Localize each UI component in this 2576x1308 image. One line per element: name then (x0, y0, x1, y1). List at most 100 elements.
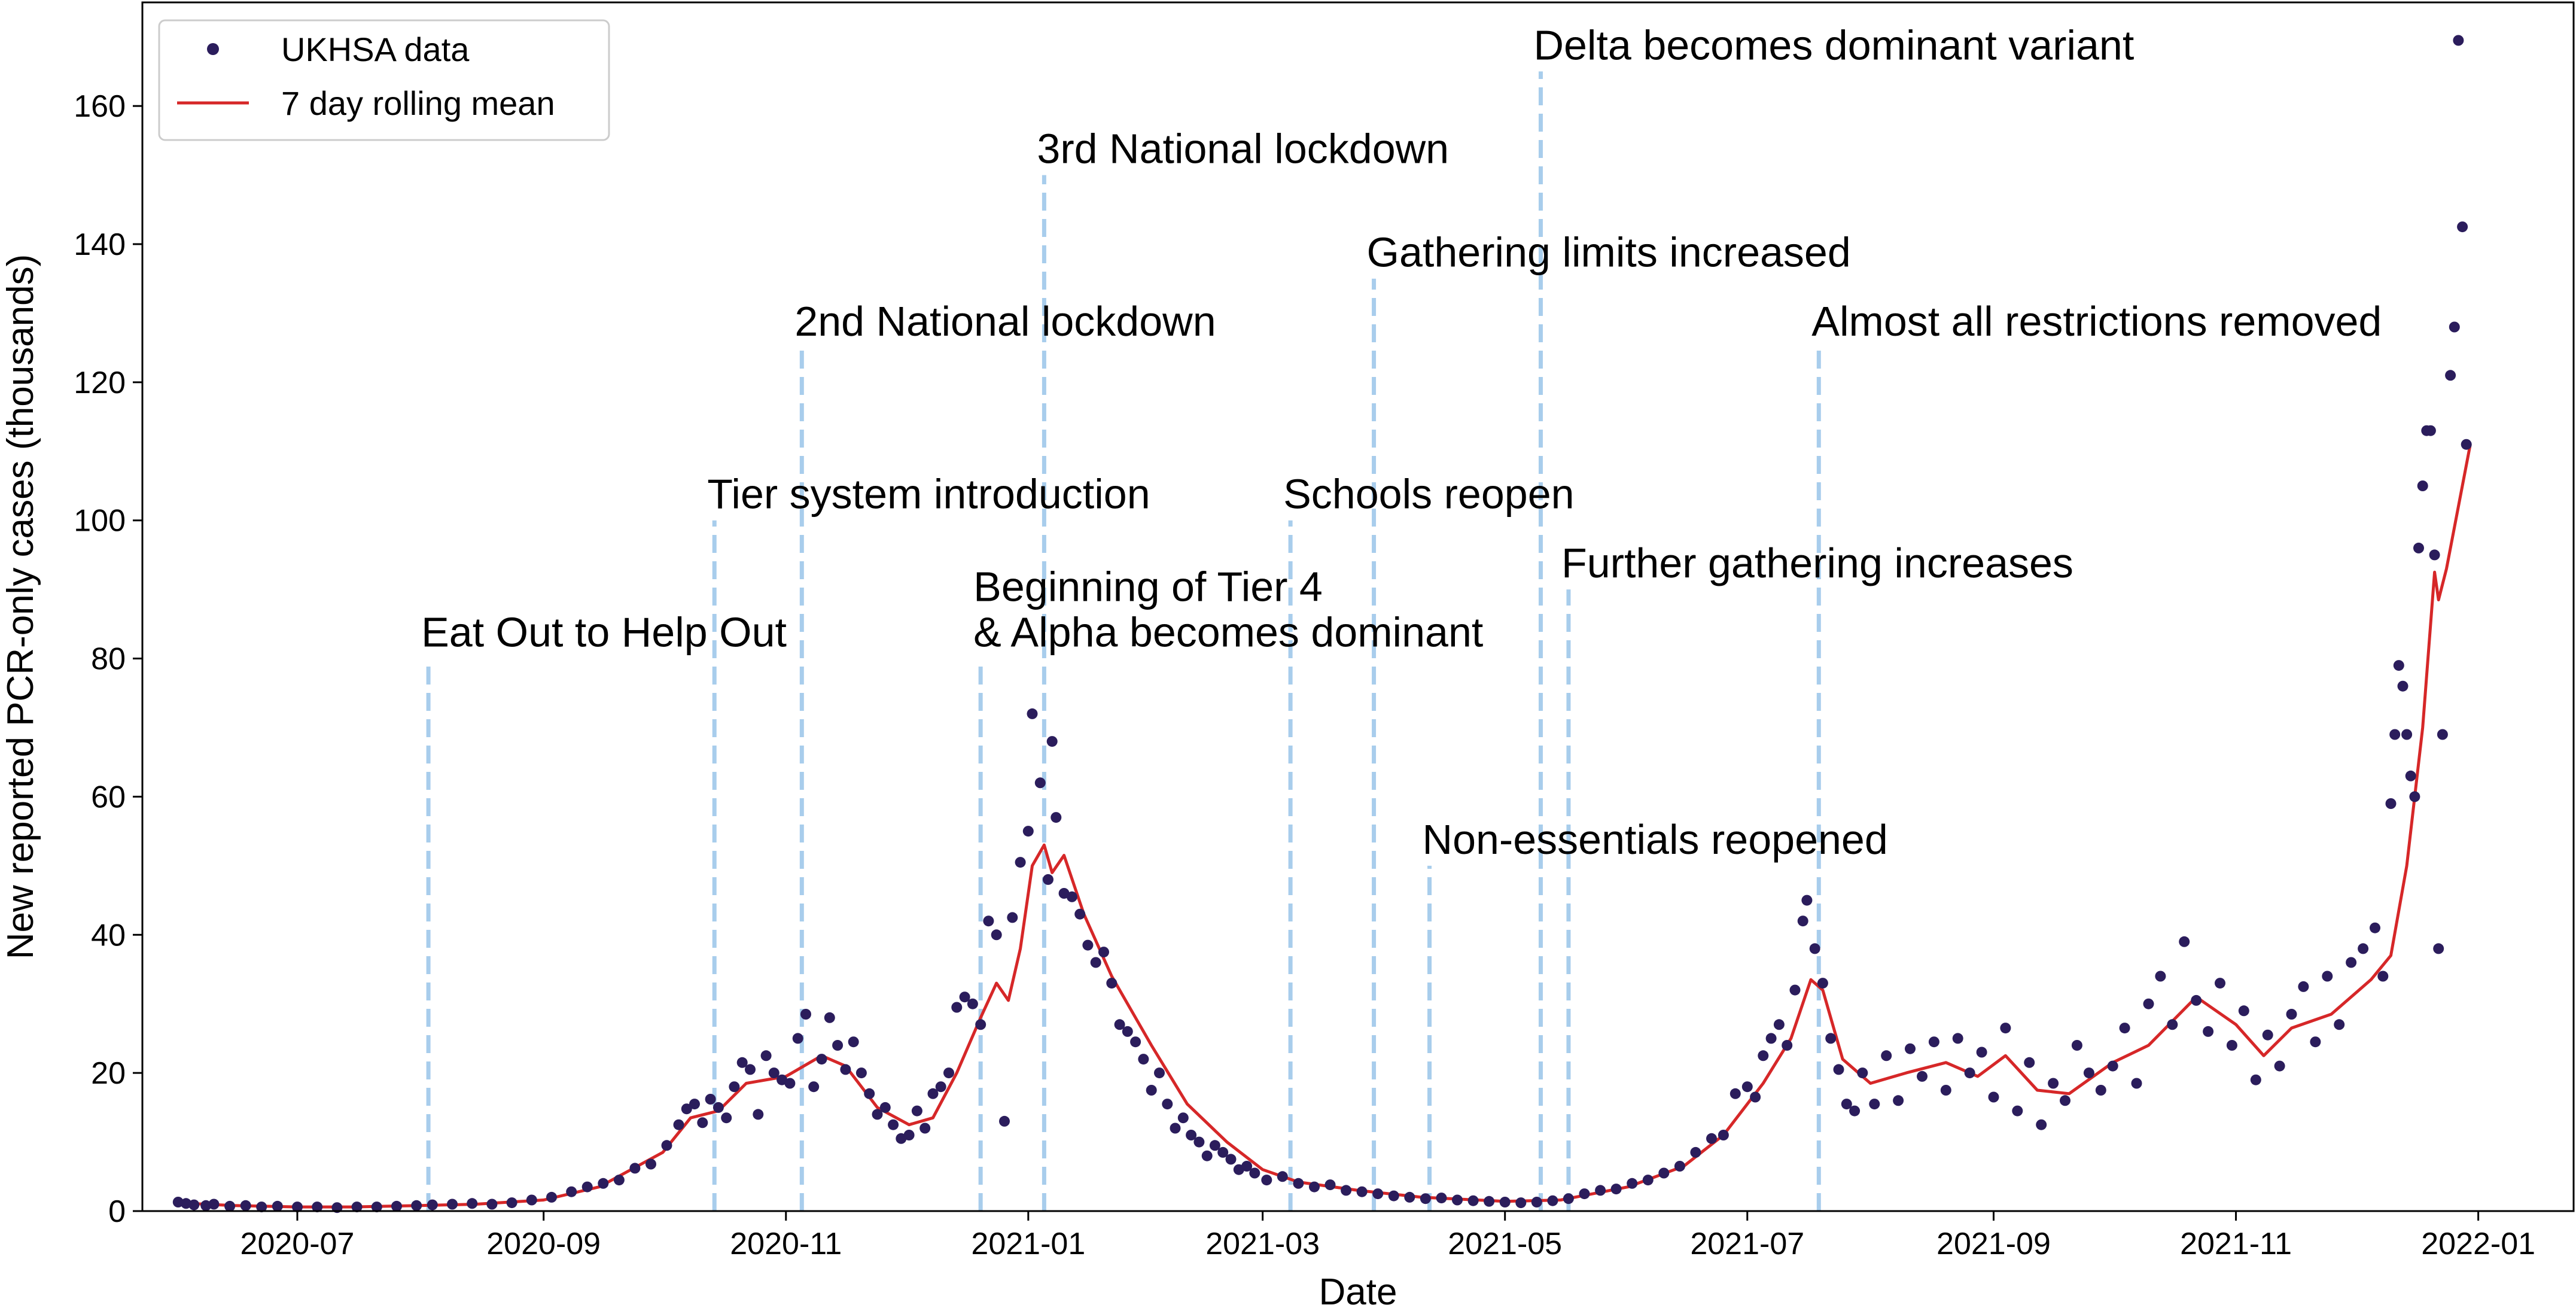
data-point (2417, 480, 2428, 491)
annotation-label-3-line-0: Beginning of Tier 4 (973, 564, 1323, 610)
data-point (768, 1067, 780, 1079)
data-point (427, 1199, 438, 1210)
rolling-mean-line (190, 444, 2472, 1209)
annotation-label-7: Non-essentials reopened (1423, 816, 1888, 863)
data-point (705, 1094, 716, 1105)
x-axis-label: Date (1319, 1272, 1397, 1308)
data-point (999, 1115, 1010, 1127)
data-point (1674, 1161, 1685, 1172)
data-point (2203, 1026, 2214, 1037)
y-tick-label: 160 (74, 89, 126, 124)
data-point (816, 1054, 827, 1065)
data-point (2226, 1040, 2237, 1051)
data-point (745, 1064, 756, 1075)
data-point (208, 1199, 220, 1210)
data-point (526, 1194, 537, 1206)
annotation-label-4: 3rd National lockdown (1037, 126, 1449, 172)
data-point (760, 1050, 772, 1061)
annotation-label-2: 2nd National lockdown (794, 298, 1216, 345)
data-point (224, 1200, 236, 1212)
y-tick-label: 140 (74, 227, 126, 262)
data-point (1515, 1197, 1527, 1209)
data-point (2274, 1060, 2285, 1072)
annotation-label-9: Further gathering increases (1561, 540, 2073, 586)
x-tick-label: 2020-07 (240, 1227, 355, 1261)
annotation-label-8: Delta becomes dominant variant (1533, 22, 2134, 68)
data-point (1531, 1197, 1542, 1207)
y-tick-label: 20 (91, 1056, 126, 1091)
data-point (1773, 1019, 1785, 1030)
data-point (2143, 998, 2154, 1009)
data-point (1420, 1193, 1431, 1204)
data-point (1162, 1099, 1173, 1110)
data-point (1209, 1140, 1220, 1151)
scatter-layer (172, 35, 2472, 1213)
data-point (1082, 939, 1094, 951)
data-point (2131, 1078, 2142, 1089)
data-point (1249, 1167, 1260, 1179)
data-point (1027, 708, 1038, 719)
annotation-label-1: Tier system introduction (707, 471, 1150, 518)
data-point (1789, 984, 1801, 996)
data-point (1074, 908, 1086, 920)
x-tick-label: 2021-05 (1448, 1227, 1562, 1261)
data-point (840, 1064, 851, 1075)
data-point (2405, 770, 2416, 781)
data-point (2262, 1029, 2273, 1041)
rolling-mean-layer (190, 444, 2472, 1209)
data-point (1046, 736, 1058, 747)
data-point (1741, 1081, 1753, 1093)
data-point (729, 1081, 740, 1093)
data-point (2083, 1067, 2094, 1079)
data-point (1547, 1195, 1558, 1206)
data-point (1177, 1112, 1189, 1124)
data-point (697, 1117, 708, 1128)
data-point (824, 1012, 835, 1023)
data-point (1388, 1190, 1399, 1201)
y-tick-label: 40 (91, 918, 126, 953)
data-point (200, 1200, 212, 1211)
data-point (1436, 1193, 1447, 1204)
data-point (467, 1198, 478, 1209)
data-point (1595, 1185, 1606, 1196)
data-point (1051, 812, 1062, 823)
data-point (2071, 1040, 2082, 1051)
x-tick-label: 2020-09 (486, 1227, 601, 1261)
data-point (292, 1201, 303, 1213)
data-point (784, 1078, 796, 1089)
y-tick-label: 0 (108, 1194, 126, 1229)
data-point (2409, 791, 2420, 802)
x-tick-label: 2020-11 (730, 1227, 842, 1261)
data-point (486, 1199, 498, 1210)
annotation-label-5: Schools reopen (1283, 471, 1574, 518)
data-point (959, 991, 970, 1003)
data-point (1627, 1178, 1638, 1189)
data-point (1869, 1099, 1880, 1110)
data-point (1765, 1033, 1777, 1044)
data-point (927, 1088, 939, 1099)
data-point (864, 1088, 875, 1099)
annotation-label-3-line-1: & Alpha becomes dominant (973, 609, 1483, 656)
data-point (1499, 1197, 1511, 1207)
data-point (911, 1105, 922, 1117)
data-point (2167, 1019, 2178, 1030)
data-point (2389, 729, 2401, 740)
data-point (855, 1067, 867, 1079)
data-point (1833, 1064, 1844, 1075)
annotation-label-10: Almost all restrictions removed (1811, 298, 2382, 345)
data-point (1825, 1033, 1837, 1044)
x-tick-label: 2021-01 (971, 1227, 1085, 1261)
y-axis: 0 20 40 60 80 100 120 140 160 (74, 89, 142, 1229)
data-point (1015, 857, 1026, 868)
data-point (1372, 1188, 1384, 1200)
data-point (2397, 680, 2408, 692)
data-point (2437, 729, 2448, 740)
data-point (391, 1200, 402, 1212)
data-point (983, 915, 994, 927)
data-point (613, 1175, 625, 1186)
data-point (598, 1178, 609, 1189)
data-point (1341, 1185, 1352, 1196)
data-point (447, 1199, 458, 1210)
x-axis: 2020-07 2020-09 2020-11 2021-01 2021-03 2021-… (240, 1211, 2535, 1261)
